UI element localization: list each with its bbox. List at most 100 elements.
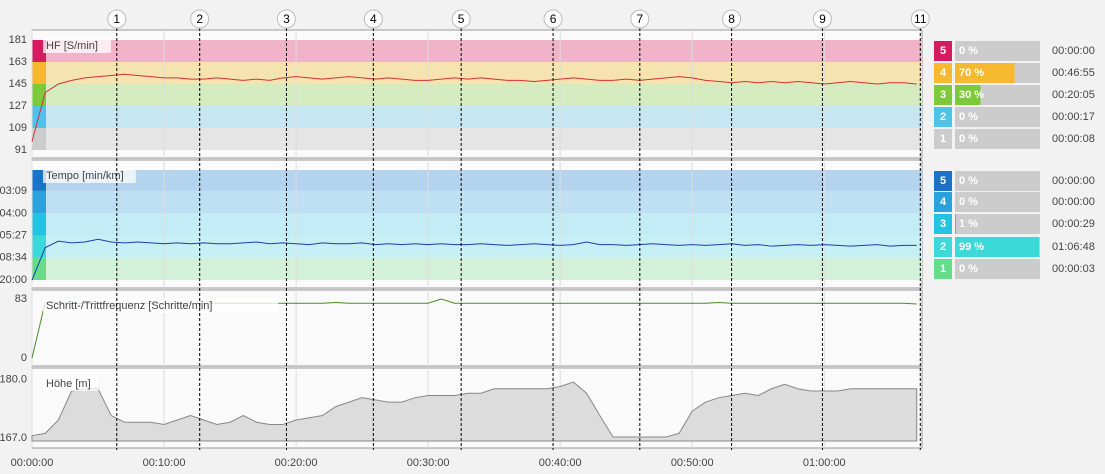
lap-label: 11: [914, 12, 927, 26]
lap-marker: [910, 9, 930, 29]
lap-marker: [276, 9, 296, 29]
lap-label: 2: [196, 12, 203, 26]
y-tick-label: 180.0: [0, 374, 27, 386]
panel-title: Höhe [m]: [46, 378, 91, 390]
y-tick-label: 0: [21, 352, 27, 364]
lap-marker: [630, 9, 650, 29]
zone-percent-bar: [955, 63, 1015, 83]
y-tick-label: 05:27: [0, 229, 27, 241]
zone-percent-cell: [955, 259, 1040, 279]
zone-time: 00:46:55: [1052, 67, 1095, 79]
lap-marker: [722, 9, 742, 29]
y-tick-label: 181: [9, 34, 27, 46]
y-tick-label: 145: [9, 78, 27, 90]
zone-time: 00:00:00: [1052, 175, 1095, 187]
lap-marker: [363, 9, 383, 29]
x-tick-label: 00:50:00: [671, 457, 714, 469]
zone-percent-cell: [955, 41, 1040, 61]
zone-legend-box: [934, 63, 952, 83]
y-tick-label: 91: [15, 144, 27, 156]
lap-marker: [451, 9, 471, 29]
zone-percent-label: 30 %: [959, 89, 984, 101]
zone-percent-cell: [955, 192, 1040, 212]
zone-strip: [32, 170, 46, 191]
title-bg: [43, 298, 279, 313]
y-tick-label: 08:34: [0, 252, 27, 264]
zone-time: 00:00:00: [1052, 45, 1095, 57]
zone-legend-name: 2: [940, 111, 946, 123]
zone-band: [46, 106, 922, 128]
zone-band: [46, 213, 922, 236]
zone-legend-name: 2: [940, 241, 946, 253]
zone-band: [46, 62, 922, 84]
y-tick-label: 20:00: [0, 274, 27, 286]
panel-title: HF [S/min]: [46, 40, 98, 52]
zone-legend-name: 4: [940, 196, 947, 208]
zone-percent-cell: [955, 214, 1040, 234]
zone-legend-name: 3: [940, 89, 946, 101]
zone-percent-label: 0 %: [959, 133, 978, 145]
zone-legend-box: [934, 237, 952, 257]
zone-percent-label: 70 %: [959, 67, 984, 79]
zone-strip: [32, 128, 46, 150]
lap-marker: [812, 9, 832, 29]
lap-label: 8: [728, 12, 735, 26]
zone-time: 00:00:08: [1052, 133, 1095, 145]
zone-legend-name: 1: [940, 263, 946, 275]
zone-time: 00:00:00: [1052, 196, 1095, 208]
x-tick-label: 00:00:00: [11, 457, 54, 469]
zone-percent-label: 0 %: [959, 263, 978, 275]
zone-band: [46, 170, 922, 191]
x-tick-label: 00:10:00: [143, 457, 186, 469]
zone-legend-name: 5: [940, 175, 946, 187]
panel-title: Schritt-/Trittfrequenz [Schritte/min]: [46, 300, 212, 312]
lap-marker: [107, 9, 127, 29]
zone-band: [46, 40, 922, 62]
zone-band: [46, 257, 922, 280]
zone-time: 00:00:17: [1052, 111, 1095, 123]
y-tick-label: 83: [15, 293, 27, 305]
zone-legend-box: [934, 171, 952, 191]
zone-legend-box: [934, 192, 952, 212]
zone-legend-box: [934, 107, 952, 127]
lap-label: 4: [370, 12, 377, 26]
zone-percent-label: 0 %: [959, 111, 978, 123]
zone-time: 01:06:48: [1052, 241, 1095, 253]
zone-legend-box: [934, 85, 952, 105]
zone-percent-cell: [955, 171, 1040, 191]
x-tick-label: 01:00:00: [803, 457, 846, 469]
zone-time: 00:00:03: [1052, 263, 1095, 275]
title-bg: [43, 376, 99, 391]
zone-time: 00:00:29: [1052, 218, 1095, 230]
y-tick-label: 04:00: [0, 207, 27, 219]
zone-legend-name: 1: [940, 133, 946, 145]
zone-legend-name: 3: [940, 218, 946, 230]
zone-time: 00:20:05: [1052, 89, 1095, 101]
line: [31, 73, 917, 142]
lap-marker: [190, 9, 210, 29]
zone-strip: [32, 257, 46, 280]
lap-label: 9: [819, 12, 826, 26]
zone-percent-label: 1 %: [959, 218, 978, 230]
zone-legend-box: [934, 259, 952, 279]
zone-strip: [32, 190, 46, 214]
lap-label: 7: [636, 12, 643, 26]
title-bg: [43, 168, 136, 183]
zone-percent-bar: [955, 214, 956, 234]
zone-percent-label: 0 %: [959, 45, 978, 57]
lap-label: 3: [283, 12, 290, 26]
zone-band: [46, 128, 922, 150]
title-bg: [43, 38, 111, 53]
line: [31, 238, 917, 281]
zone-legend-name: 4: [940, 67, 947, 79]
zone-legend-box: [934, 214, 952, 234]
zone-percent-bar: [955, 85, 981, 105]
y-tick-label: 03:09: [0, 185, 27, 197]
zone-legend-box: [934, 129, 952, 149]
zone-percent-cell: [955, 107, 1040, 127]
zone-band: [46, 190, 922, 214]
lap-marker: [543, 9, 563, 29]
y-tick-label: 163: [9, 56, 27, 68]
y-tick-label: 127: [9, 100, 27, 112]
